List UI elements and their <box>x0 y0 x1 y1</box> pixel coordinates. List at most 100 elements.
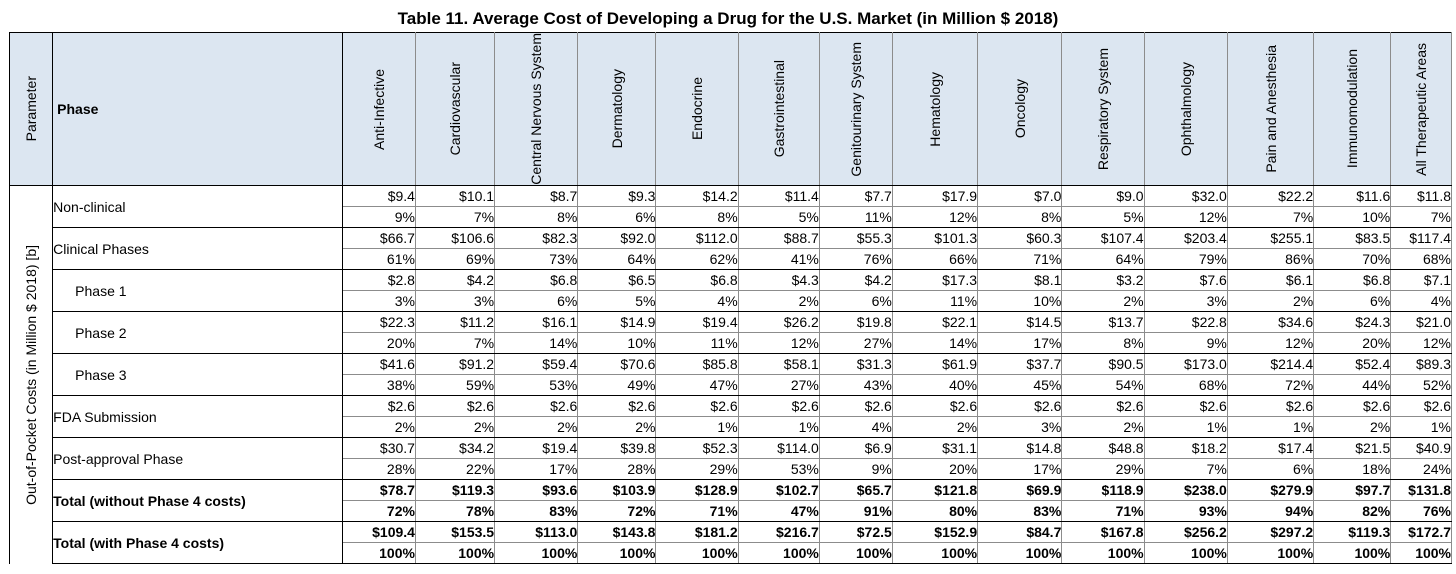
percent-cell: 11% <box>891 290 979 312</box>
cost-cell: $60.3 <box>977 227 1063 249</box>
percent-cell: 7% <box>414 332 496 354</box>
table-row: 9% 7% 8% 6% 8% 5% 11% 12% 8% 5% 12% 7% 10% 7% <box>10 206 1452 228</box>
percent-cell: 6% <box>577 206 657 228</box>
cost-cell: $2.6 <box>414 395 496 417</box>
percent-cell: 17% <box>977 458 1063 480</box>
cost-cell: $256.2 <box>1143 521 1228 543</box>
cost-cell: $297.2 <box>1226 521 1315 543</box>
percent-cell: 100% <box>1061 542 1145 564</box>
cost-cell: $2.6 <box>1061 395 1145 417</box>
percent-cell: 4% <box>818 416 893 438</box>
cost-cell: $22.8 <box>1143 311 1228 333</box>
percent-cell: 76% <box>1390 500 1452 522</box>
column-header: Respiratory System <box>1061 32 1145 186</box>
cost-cell: $152.9 <box>891 521 979 543</box>
cost-cell: $14.9 <box>577 311 657 333</box>
percent-cell: 86% <box>1226 248 1315 270</box>
percent-cell: 72% <box>1226 374 1315 396</box>
percent-cell: 59% <box>414 374 496 396</box>
percent-cell: 100% <box>494 542 579 564</box>
cost-cell: $89.3 <box>1390 353 1452 375</box>
cost-cell: $6.8 <box>494 269 579 291</box>
percent-cell: 100% <box>818 542 893 564</box>
percent-cell: 9% <box>818 458 893 480</box>
percent-cell: 68% <box>1390 248 1452 270</box>
cost-cell: $97.7 <box>1313 479 1392 501</box>
cost-cell: $34.6 <box>1226 311 1315 333</box>
percent-cell: 2% <box>577 416 657 438</box>
percent-cell: 100% <box>737 542 820 564</box>
table-row: Post-approval Phase $30.7 $34.2 $19.4 $39.8 $… <box>10 437 1452 480</box>
cost-cell: $7.0 <box>977 185 1063 207</box>
percent-cell: 43% <box>818 374 893 396</box>
parameter-header: Parameter <box>8 32 54 186</box>
percent-cell: 7% <box>1226 206 1315 228</box>
cost-cell: $2.6 <box>977 395 1063 417</box>
percent-cell: 61% <box>341 248 416 270</box>
table-title: Table 11. Average Cost of Developing a D… <box>397 9 1059 28</box>
cost-cell: $214.4 <box>1226 353 1315 375</box>
percent-cell: 100% <box>1143 542 1228 564</box>
cost-cell: $2.6 <box>1226 395 1315 417</box>
cost-cell: $17.4 <box>1226 437 1315 459</box>
cost-cell: $117.4 <box>1390 227 1452 249</box>
percent-cell: 38% <box>341 374 416 396</box>
cost-cell: $22.1 <box>891 311 979 333</box>
cost-cell: $119.3 <box>1313 521 1392 543</box>
percent-cell: 100% <box>341 542 416 564</box>
cost-cell: $181.2 <box>655 521 739 543</box>
cost-cell: $7.1 <box>1390 269 1452 291</box>
cost-cell: $2.6 <box>1390 395 1452 417</box>
header-row: Parameter Phase Anti-Infective Cardiovasc… <box>8 32 1452 186</box>
table-row: Phase 2 $22.3 $11.2 $16.1 $14.9 $19.4 $26.2 $19… <box>10 311 1452 354</box>
percent-cell: 71% <box>977 248 1063 270</box>
cost-cell: $121.8 <box>891 479 979 501</box>
percent-cell: 6% <box>494 290 579 312</box>
cost-cell: $61.9 <box>891 353 979 375</box>
percent-cell: 71% <box>655 500 739 522</box>
phase-label: Total (without Phase 4 costs) <box>52 479 343 522</box>
percent-cell: 83% <box>977 500 1063 522</box>
percent-cell: 27% <box>818 332 893 354</box>
cost-cell: $255.1 <box>1226 227 1315 249</box>
percent-cell: 100% <box>414 542 496 564</box>
cost-cell: $17.9 <box>891 185 979 207</box>
percent-cell: 8% <box>655 206 739 228</box>
percent-cell: 8% <box>1061 332 1145 354</box>
cost-cell: $16.1 <box>494 311 579 333</box>
cost-cell: $102.7 <box>737 479 820 501</box>
cost-cell: $14.5 <box>977 311 1063 333</box>
cost-cell: $88.7 <box>737 227 820 249</box>
cost-cell: $279.9 <box>1226 479 1315 501</box>
table-row: Total (without Phase 4 costs) $78.7 $119.3… <box>10 479 1452 522</box>
percent-cell: 1% <box>1226 416 1315 438</box>
cost-cell: $83.5 <box>1313 227 1392 249</box>
cost-cell: $2.6 <box>737 395 820 417</box>
percent-cell: 1% <box>1143 416 1228 438</box>
column-header: Dermatology <box>577 32 657 186</box>
percent-cell: 11% <box>818 206 893 228</box>
column-header: All Therapeutic Areas <box>1390 32 1452 186</box>
percent-cell: 10% <box>577 332 657 354</box>
cost-cell: $19.4 <box>655 311 739 333</box>
cost-cell: $84.7 <box>977 521 1063 543</box>
percent-cell: 44% <box>1313 374 1392 396</box>
percent-cell: 40% <box>891 374 979 396</box>
percent-cell: 2% <box>737 290 820 312</box>
cost-cell: $4.2 <box>414 269 496 291</box>
percent-cell: 12% <box>1226 332 1315 354</box>
percent-cell: 6% <box>818 290 893 312</box>
table-row: 38% 59% 53% 49% 47% 27% 43% 40% 45% 54% 68% 72% 44% 5… <box>10 374 1452 396</box>
cost-cell: $11.6 <box>1313 185 1392 207</box>
table-row: 20% 7% 14% 10% 11% 12% 27% 14% 17% 8% 9% 12% 20% 12% <box>10 332 1452 354</box>
percent-cell: 12% <box>737 332 820 354</box>
cost-cell: $32.0 <box>1143 185 1228 207</box>
cost-cell: $11.2 <box>414 311 496 333</box>
percent-cell: 2% <box>1061 416 1145 438</box>
percent-cell: 3% <box>1143 290 1228 312</box>
percent-cell: 3% <box>341 290 416 312</box>
cost-cell: $40.9 <box>1390 437 1452 459</box>
cost-cell: $103.9 <box>577 479 657 501</box>
cost-cell: $173.0 <box>1143 353 1228 375</box>
cost-cell: $21.0 <box>1390 311 1452 333</box>
